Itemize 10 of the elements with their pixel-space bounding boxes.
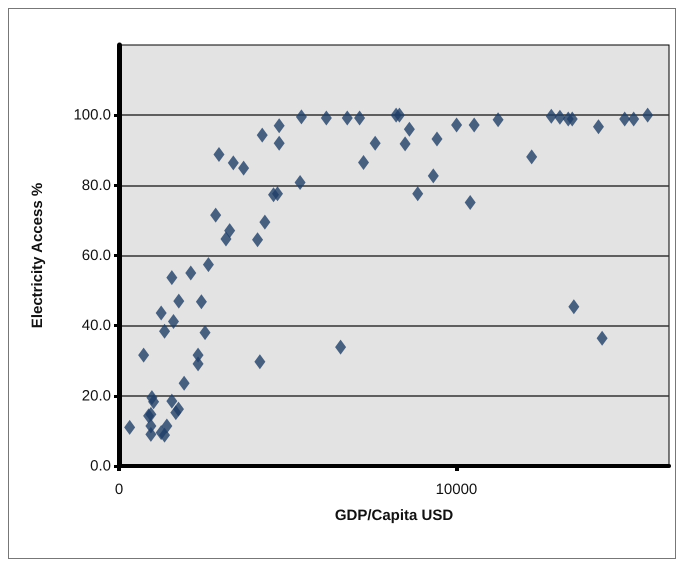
x-tick-label: 0 [114, 481, 124, 498]
x-axis-title: GDP/Capita USD [334, 507, 454, 524]
y-tick-label: 0.0 [90, 458, 111, 474]
y-tick-label: 20.0 [82, 387, 111, 404]
y-tick-label: 40.0 [82, 317, 111, 334]
y-axis-title: Electricity Access % [29, 182, 46, 328]
y-tick-label: 80.0 [82, 176, 111, 194]
y-tick-label: 100.0 [73, 106, 111, 124]
y-tick-label: 60.0 [82, 247, 111, 264]
x-tick-label: 10000 [436, 481, 478, 498]
